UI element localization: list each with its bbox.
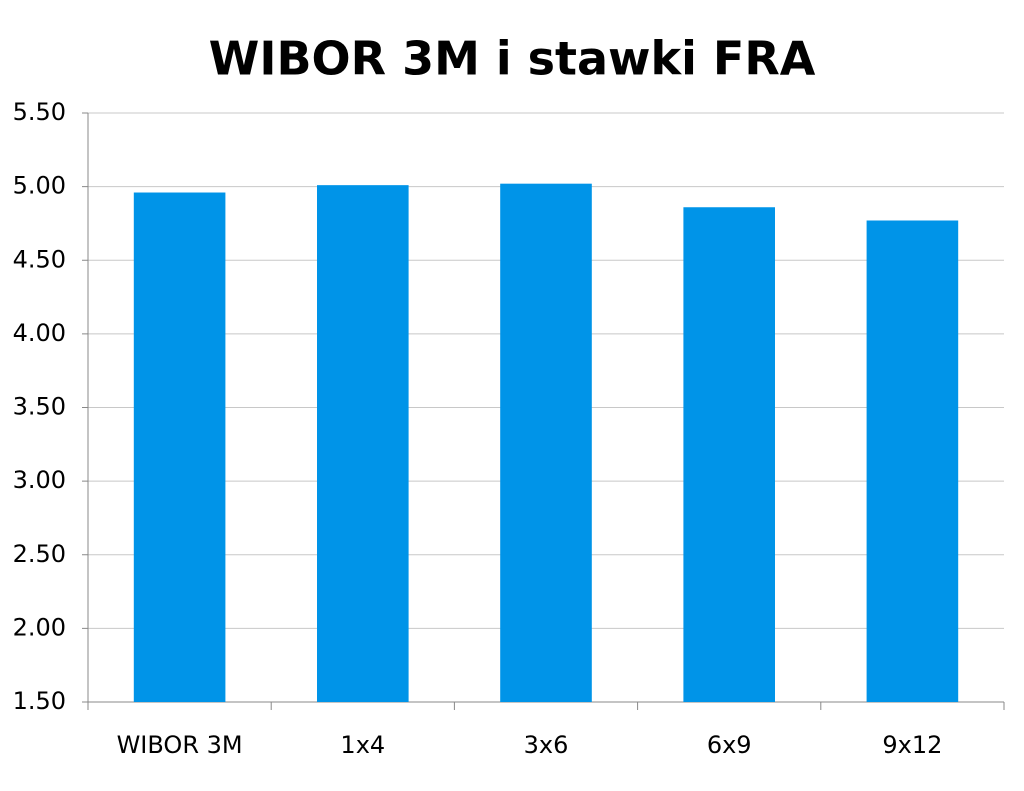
x-tick-label: 9x12 [882, 731, 942, 759]
bar [500, 183, 592, 702]
y-tick-label: 5.00 [13, 172, 66, 200]
y-tick-label: 5.50 [13, 98, 66, 126]
x-tick-label: 3x6 [524, 731, 569, 759]
x-tick-label: 1x4 [340, 731, 385, 759]
x-tick-label: 6x9 [707, 731, 752, 759]
bar [683, 207, 775, 703]
y-tick-label: 4.00 [13, 319, 66, 347]
y-tick-label: 3.50 [13, 393, 66, 421]
bar [133, 192, 226, 702]
y-tick-label: 1.50 [13, 687, 66, 715]
y-tick-label: 2.50 [13, 540, 66, 568]
chart-title: WIBOR 3M i stawki FRA [209, 32, 816, 86]
y-tick-label: 2.00 [13, 613, 66, 641]
y-tick-label: 3.00 [13, 466, 66, 494]
x-tick-label: WIBOR 3M [117, 731, 243, 759]
bar [866, 220, 959, 702]
y-tick-label: 4.50 [13, 245, 66, 273]
bar [317, 185, 409, 703]
